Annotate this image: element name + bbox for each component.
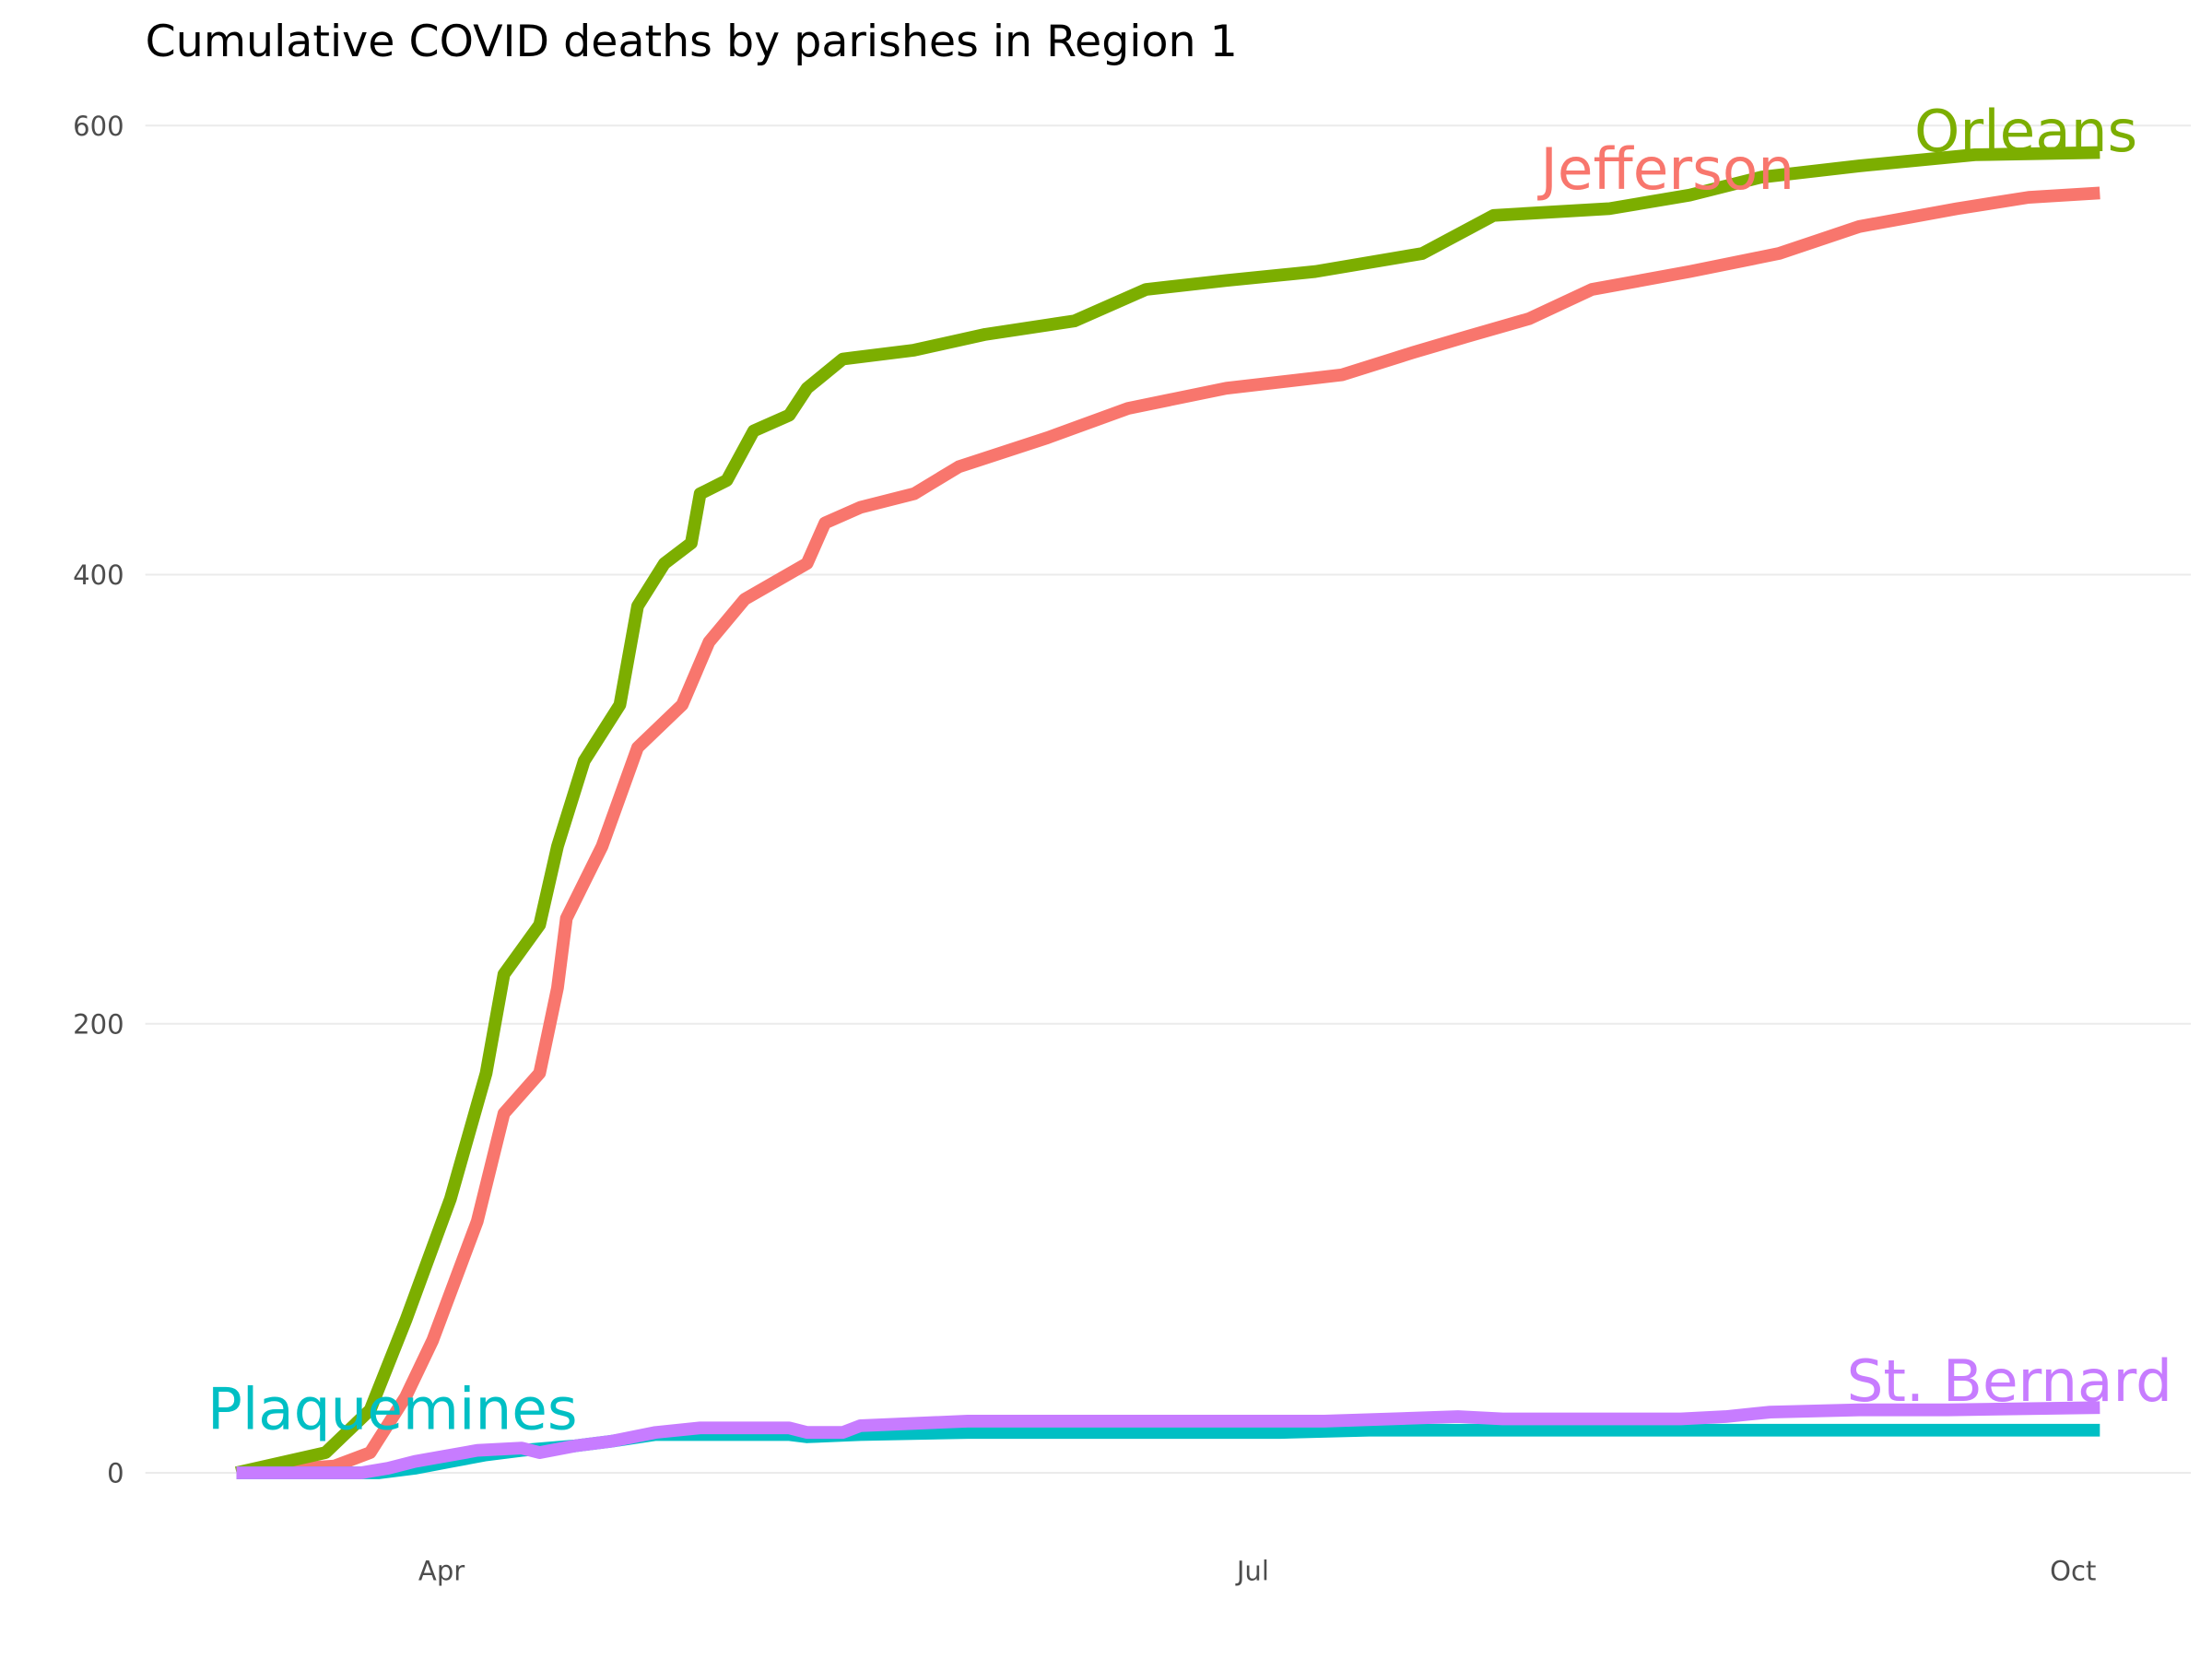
series-lines [235,146,2100,1479]
series-line-jefferson [236,186,2100,1479]
gridlines [145,124,2192,1474]
series-line-orleans [235,146,2100,1479]
y-tick-label: 400 [73,559,124,591]
chart-title: Cumulative COVID deaths by parishes in R… [146,17,1238,67]
x-axis-ticks: Apr Jul Oct [418,1555,2097,1586]
y-tick-label: 600 [73,111,124,142]
x-tick-label: Jul [1235,1555,1269,1586]
x-tick-label: Oct [2050,1555,2096,1586]
y-tick-label: 200 [73,1008,124,1040]
series-line-st-bernard [236,1401,2100,1479]
x-tick-label: Apr [418,1555,465,1586]
series-label-st-bernard: St. Bernard [1847,1347,2172,1415]
y-tick-label: 0 [107,1458,124,1489]
series-label-orleans: Orleans [1914,98,2137,165]
series-label-jefferson: Jefferson [1536,135,1794,203]
y-axis-ticks: 0 200 400 600 [73,111,124,1489]
series-label-plaquemines: Plaquemines [207,1376,578,1443]
